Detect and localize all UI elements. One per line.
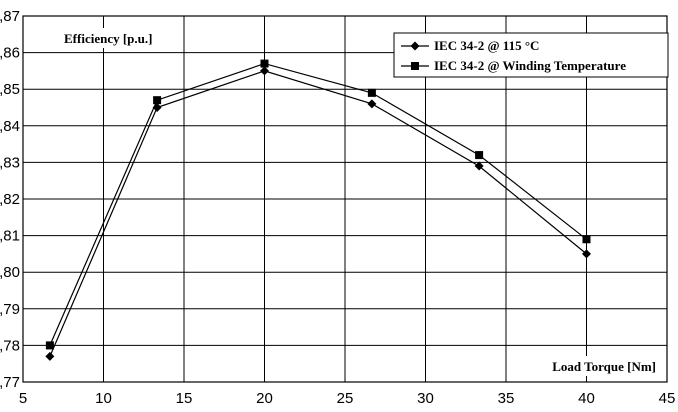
y-tick-label: 0,81: [0, 228, 20, 245]
x-tick-label: 30: [417, 390, 434, 407]
data-point-square: [260, 59, 269, 68]
data-point-square: [475, 151, 484, 160]
data-point-square: [582, 235, 591, 244]
series-layer: [45, 59, 591, 361]
legend: IEC 34-2 @ 115 °C IEC 34-2 @ Winding Tem…: [393, 32, 669, 78]
data-point-diamond: [474, 161, 484, 171]
x-tick-label: 40: [578, 390, 595, 407]
y-tick-label: 0,80: [0, 264, 20, 281]
y-tick-label: 0,87: [0, 8, 20, 25]
data-point-square: [367, 88, 376, 97]
series-line: [49, 62, 587, 346]
x-tick-label: 15: [176, 390, 193, 407]
y-tick-label: 0,78: [0, 337, 20, 354]
y-tick-label: 0,86: [0, 45, 20, 62]
y-tick-label: 0,82: [0, 191, 20, 208]
y-axis-title: Efficiency [p.u.]: [64, 31, 152, 46]
y-tick-label: 0,83: [0, 154, 20, 171]
x-tick-label: 35: [498, 390, 515, 407]
series-2: [45, 59, 591, 350]
legend-label-series-1: IEC 34-2 @ 115 °C: [434, 38, 539, 53]
data-point-diamond: [367, 99, 377, 109]
data-point-square: [45, 341, 54, 350]
legend-diamond-marker-icon: [410, 41, 420, 51]
series-1: [45, 66, 591, 361]
data-point-diamond: [260, 66, 269, 76]
x-axis-title: Load Torque [Nm]: [552, 359, 656, 374]
xlabel-background: [528, 356, 660, 376]
legend-label-series-2: IEC 34-2 @ Winding Temperature: [434, 58, 626, 73]
x-axis-tick-labels: 5 10 15 20 25 30 35 40 45: [19, 390, 676, 407]
data-point-diamond: [582, 249, 591, 259]
x-tick-label: 25: [337, 390, 354, 407]
x-tick-label: 20: [256, 390, 273, 407]
y-tick-label: 0,77: [0, 374, 20, 391]
data-point-diamond: [45, 351, 55, 361]
y-tick-label: 0,79: [0, 301, 20, 318]
legend-box: [393, 32, 669, 78]
ylabel-background: [60, 28, 166, 48]
legend-square-marker-icon: [411, 62, 419, 70]
x-tick-label: 10: [95, 390, 112, 407]
x-tick-label: 5: [19, 390, 27, 407]
x-tick-label: 45: [659, 390, 676, 407]
y-tick-label: 0,84: [0, 118, 20, 135]
y-axis-tick-labels: 0,77 0,78 0,79 0,80 0,81 0,82 0,83 0,84 0,85 0,86…: [0, 8, 20, 391]
data-point-square: [153, 96, 162, 105]
series-line: [49, 70, 587, 357]
plot-area-frame: [22, 15, 668, 383]
y-tick-label: 0,85: [0, 81, 20, 98]
